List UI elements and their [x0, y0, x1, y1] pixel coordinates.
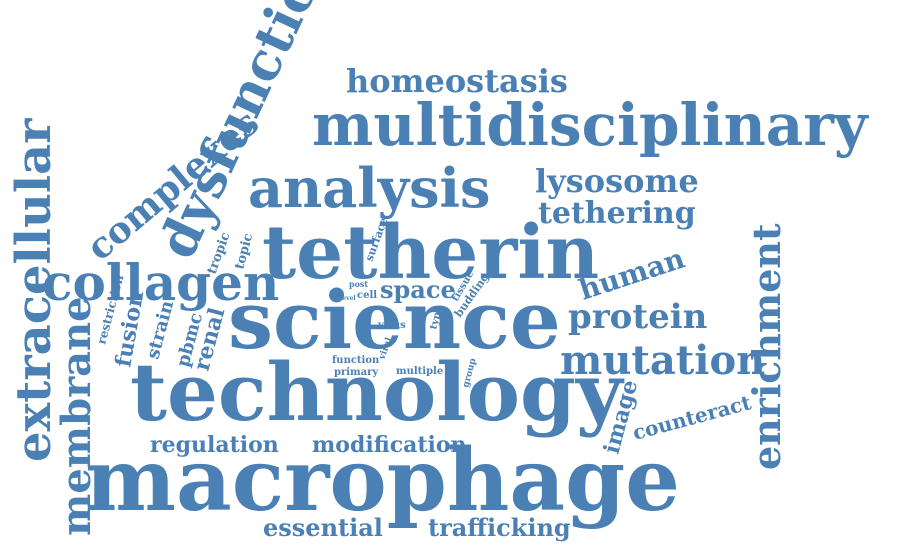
word-homeostasis: homeostasis [346, 62, 568, 100]
word-counteract: counteract [630, 390, 754, 445]
word-extracellular: extracellular [6, 118, 62, 462]
word-essential: essential [263, 513, 383, 542]
word-regulation: regulation [150, 432, 279, 458]
word-protein: protein [568, 297, 707, 337]
word-mutation: mutation [560, 337, 765, 384]
word-tethering: tethering [538, 196, 696, 231]
word-tetherin: tetherin [262, 210, 599, 296]
word-space: space [380, 275, 456, 304]
word-cell: cell [357, 290, 377, 301]
word-science: science [228, 273, 561, 367]
word-lysosome: lysosome [535, 162, 699, 200]
word-collagen: collagen [42, 253, 279, 312]
word-membrane: membrane [53, 296, 100, 536]
word-technology: technology [130, 345, 625, 439]
word-virus: virus [377, 320, 406, 331]
word-modification: modification [312, 432, 467, 458]
word-macrophage: macrophage [85, 430, 680, 531]
word-function: function [332, 355, 380, 366]
word-trafficking: trafficking [428, 513, 571, 542]
word-analysis: analysis [248, 156, 490, 220]
word-post: post [349, 279, 368, 289]
word-multidisciplinary: multidisciplinary [312, 91, 870, 159]
word-level: level [340, 295, 356, 302]
word-multiple: multiple [396, 366, 443, 377]
word-enrichment: enrichment [744, 223, 789, 470]
word-primary: primary [334, 367, 379, 378]
